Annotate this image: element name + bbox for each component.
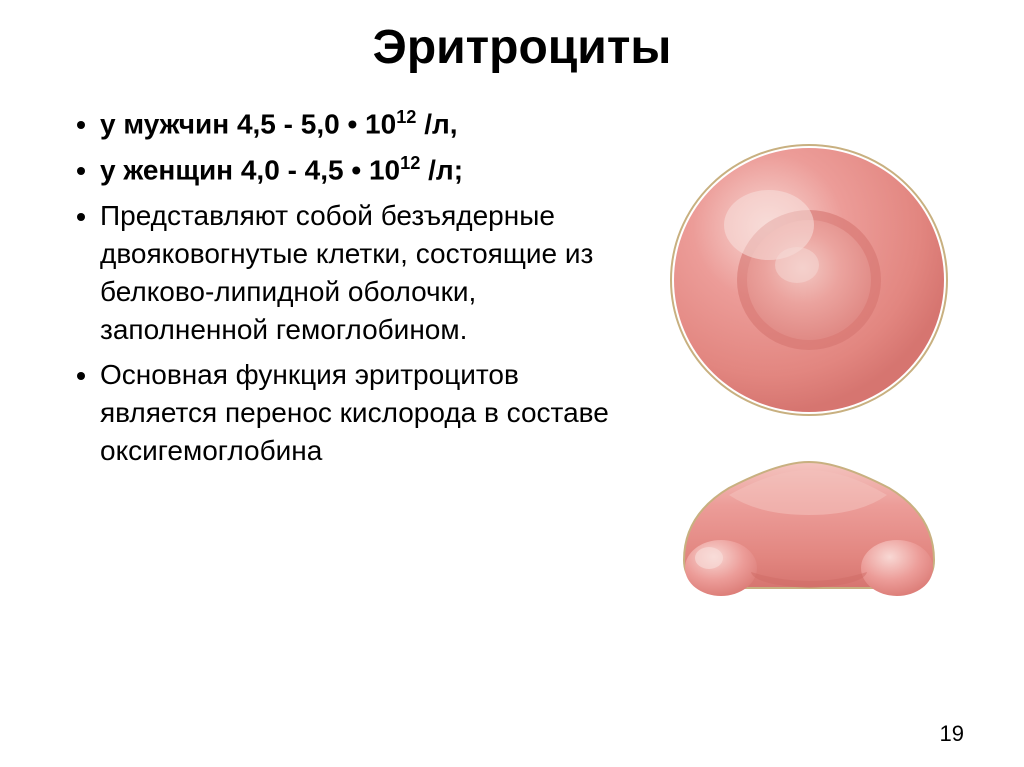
bullet-function: Основная функция эритроцитов является пе…: [100, 356, 624, 469]
image-column: [644, 105, 974, 610]
slide-container: Эритроциты у мужчин 4,5 - 5,0 • 1012 /л,…: [0, 0, 1024, 767]
page-title: Эритроциты: [70, 20, 974, 75]
bullet-male: у мужчин 4,5 - 5,0 • 1012 /л,: [100, 105, 624, 143]
text-column: у мужчин 4,5 - 5,0 • 1012 /л, у женщин 4…: [70, 105, 644, 610]
female-prefix: у женщин: [100, 154, 241, 185]
erythrocyte-top-view: [659, 135, 959, 425]
erythrocyte-side-view: [659, 440, 959, 610]
female-range: 4,0 - 4,5: [241, 154, 344, 185]
female-suffix: /л;: [420, 154, 463, 185]
male-prefix: у мужчин: [100, 108, 237, 139]
content-row: у мужчин 4,5 - 5,0 • 1012 /л, у женщин 4…: [70, 105, 974, 610]
male-exp: 12: [396, 107, 416, 127]
bullet-description: Представляют собой безъядерные двояковог…: [100, 197, 624, 348]
bullet-female: у женщин 4,0 - 4,5 • 1012 /л;: [100, 151, 624, 189]
male-range: 4,5 - 5,0: [237, 108, 340, 139]
page-number: 19: [940, 721, 964, 747]
female-exp: 12: [400, 153, 420, 173]
male-suffix: /л,: [416, 108, 457, 139]
bullet-list: у мужчин 4,5 - 5,0 • 1012 /л, у женщин 4…: [70, 105, 624, 470]
